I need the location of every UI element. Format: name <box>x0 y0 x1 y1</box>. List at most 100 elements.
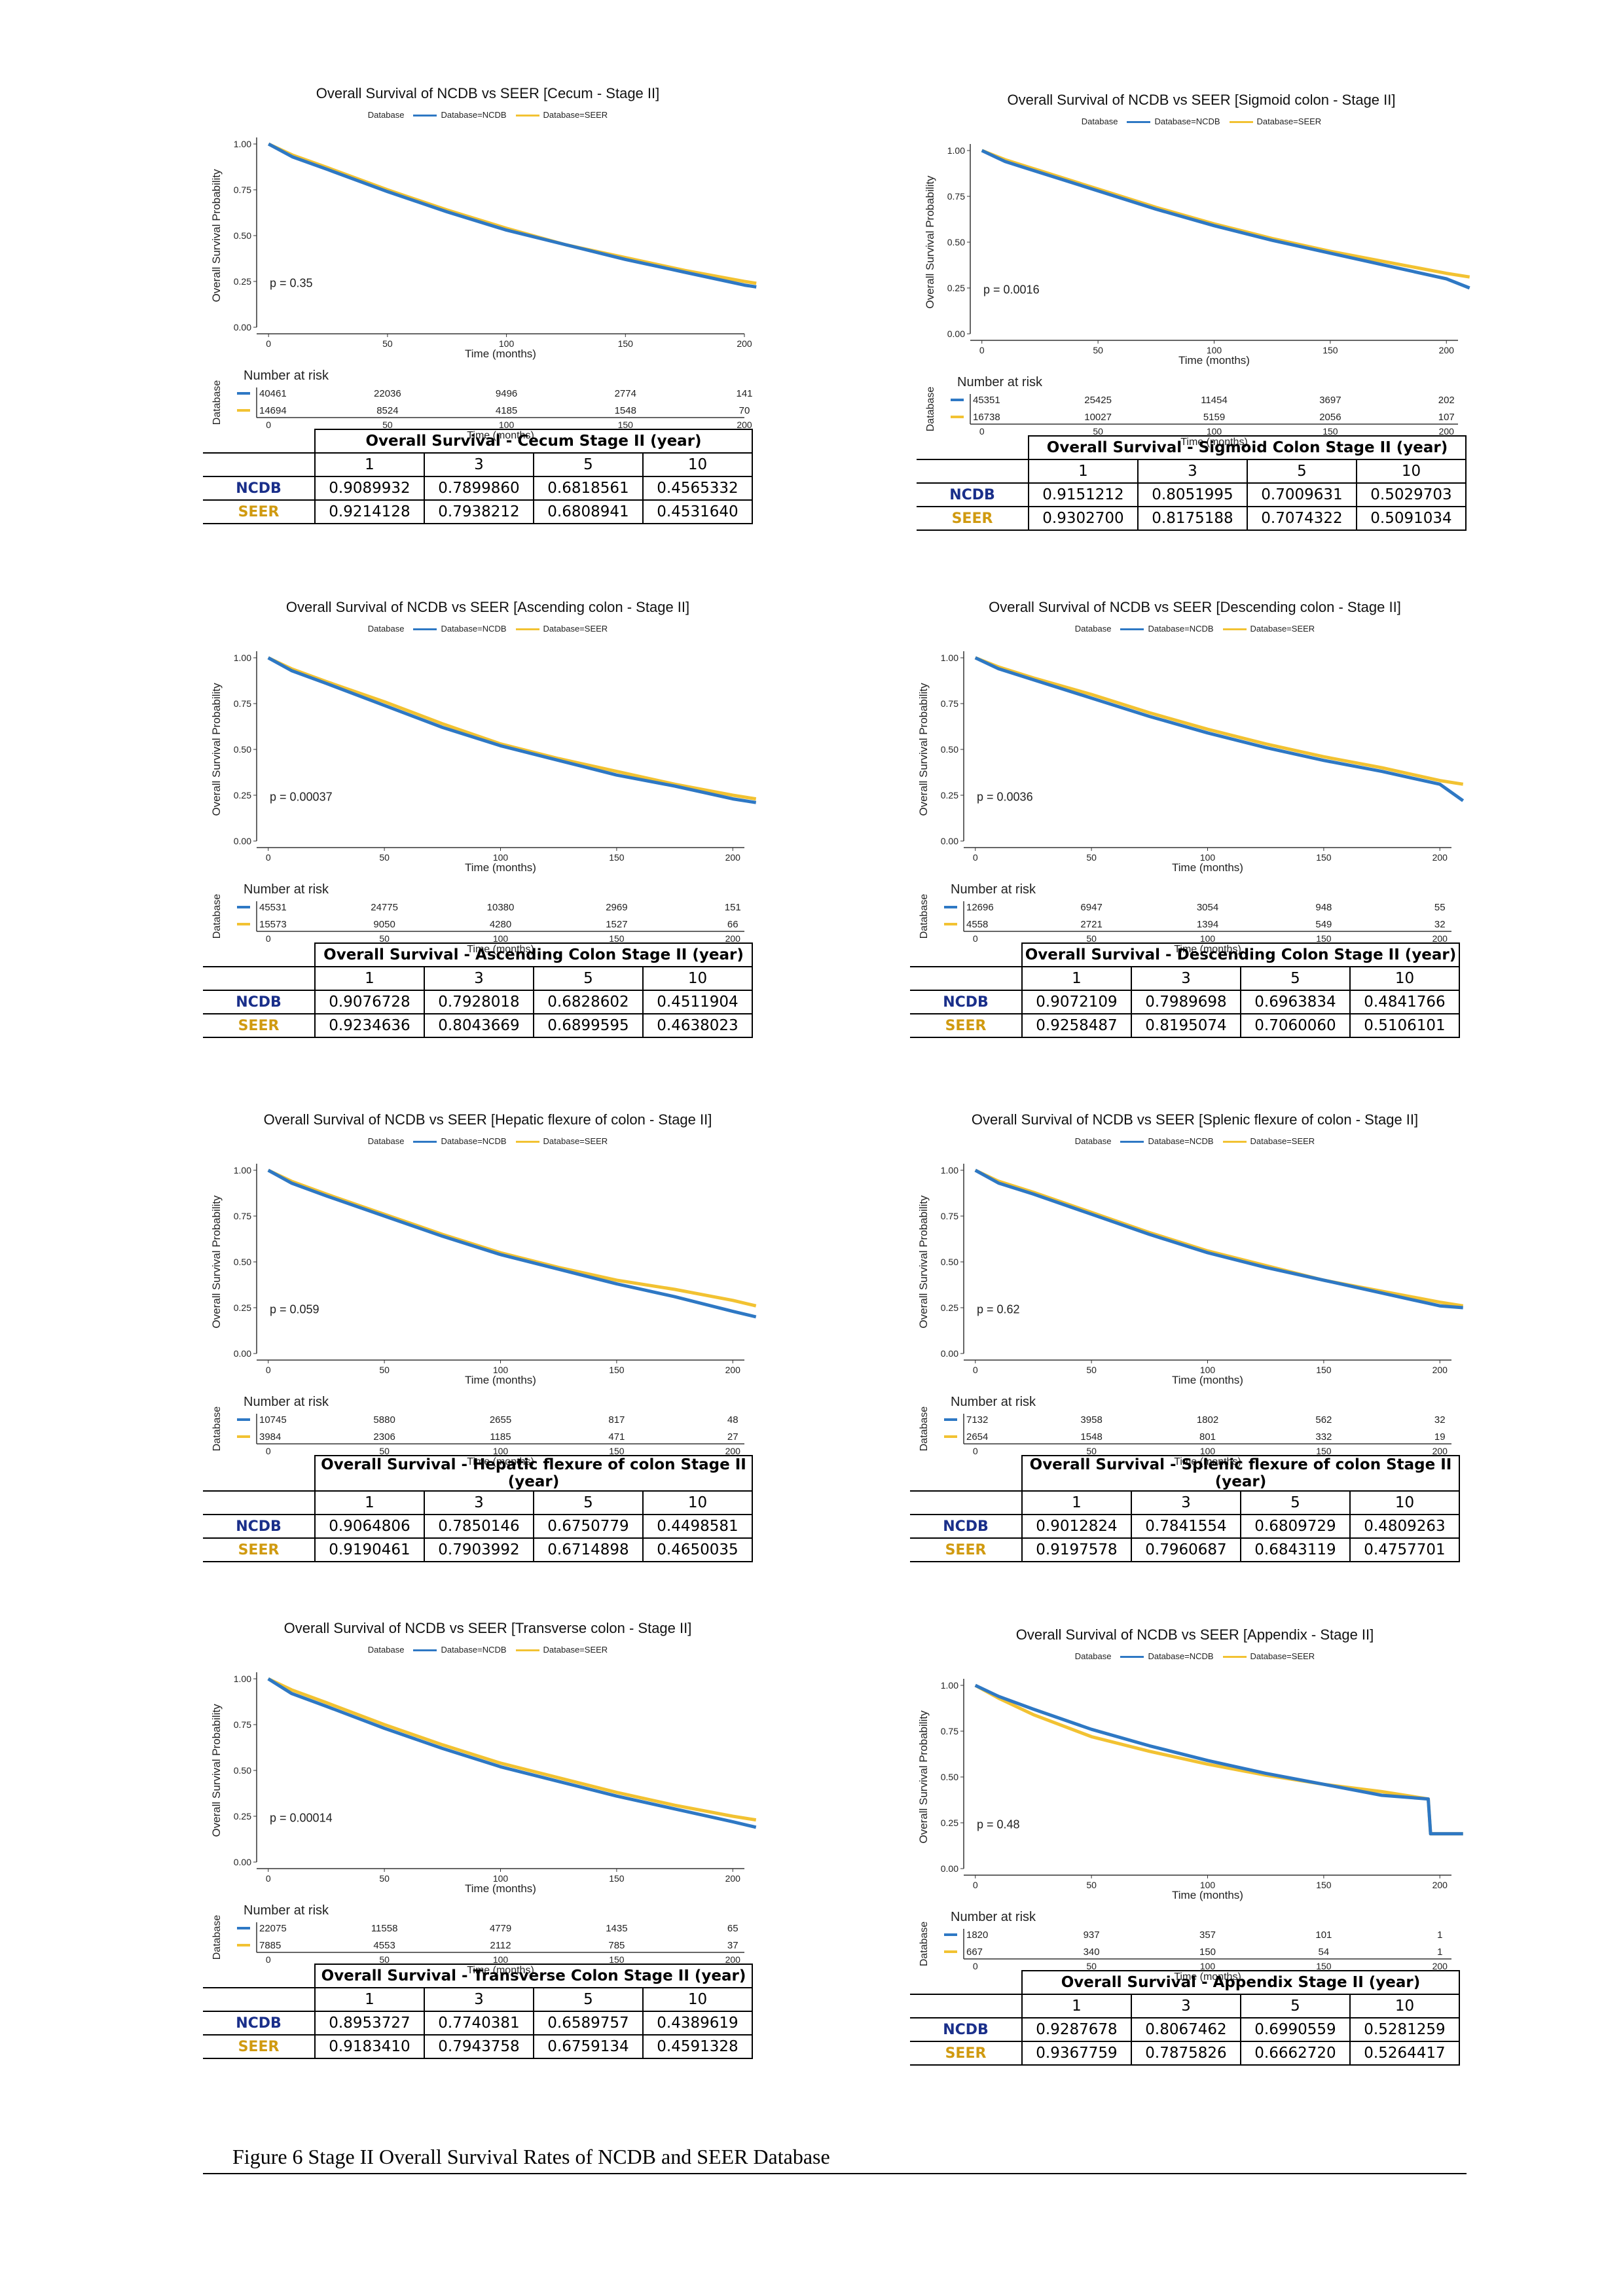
figure-caption: Figure 6 Stage II Overall Survival Rates… <box>232 2145 830 2168</box>
table-row-label: SEER <box>203 1013 316 1038</box>
risk-x-tick-label: 150 <box>618 420 634 430</box>
risk-x-tick-label: 50 <box>382 420 393 430</box>
y-tick-label: 1.00 <box>234 1674 251 1684</box>
x-tick-label: 100 <box>1207 345 1222 355</box>
risk-value: 1394 <box>1197 919 1218 930</box>
table-cell: 0.7841554 <box>1131 1514 1241 1539</box>
risk-value: 48 <box>727 1414 739 1426</box>
survival-table: Overall Survival - Splenic flexure of co… <box>910 1455 1460 1562</box>
table-cell: 0.9064806 <box>314 1514 425 1539</box>
table-year-header: 5 <box>1240 966 1351 991</box>
table-corner <box>203 1491 316 1515</box>
table-title: Overall Survival - Splenic flexure of co… <box>1021 1455 1460 1492</box>
risk-value: 4779 <box>490 1923 511 1934</box>
table-cell: 0.6818561 <box>533 476 644 501</box>
table-row-label: SEER <box>203 2034 316 2059</box>
table-cell: 0.7960687 <box>1131 1537 1241 1562</box>
x-tick-label: 50 <box>1086 1365 1097 1375</box>
y-tick-label: 0.75 <box>941 698 958 709</box>
y-tick-label: 0.50 <box>941 1257 958 1267</box>
risk-value: 16738 <box>973 412 1000 423</box>
y-tick-label: 0.00 <box>941 836 958 846</box>
legend-swatch-ncdb <box>413 1649 437 1652</box>
legend-swatch-ncdb <box>1120 1141 1144 1143</box>
y-tick-label: 1.00 <box>234 139 251 149</box>
risk-table-title: Number at risk <box>244 1395 329 1409</box>
risk-value: 5159 <box>1203 412 1225 423</box>
chart-title: Overall Survival of NCDB vs SEER [Descen… <box>989 599 1401 615</box>
table-cell: 0.6662720 <box>1240 2041 1351 2066</box>
p-value: p = 0.00014 <box>270 1811 333 1824</box>
risk-value: 11454 <box>1201 395 1228 406</box>
y-axis-label: Overall Survival Probability <box>210 683 223 816</box>
risk-x-tick-label: 200 <box>1439 426 1455 437</box>
risk-value: 107 <box>1438 412 1455 423</box>
y-tick-label: 0.75 <box>941 1726 958 1736</box>
table-year-header: 3 <box>1137 459 1248 484</box>
table-year-header: 1 <box>314 1490 425 1515</box>
legend-entry-ncdb: Database=NCDB <box>441 624 507 634</box>
table-cell: 0.7060060 <box>1240 1013 1351 1038</box>
y-axis-label: Overall Survival Probability <box>917 1710 930 1844</box>
risk-table-title: Number at risk <box>244 1903 329 1918</box>
y-tick-label: 0.25 <box>941 1818 958 1828</box>
table-cell: 0.7943758 <box>424 2034 534 2059</box>
risk-value: 4185 <box>496 405 517 416</box>
chart-title: Overall Survival of NCDB vs SEER [Sigmoi… <box>1007 92 1396 108</box>
risk-value: 66 <box>727 919 739 930</box>
legend-swatch-seer <box>515 115 539 117</box>
table-cell: 0.9012824 <box>1021 1514 1132 1539</box>
risk-x-tick-label: 150 <box>1316 933 1332 944</box>
table-cell: 0.7850146 <box>424 1514 534 1539</box>
table-year-header: 10 <box>642 1987 753 2012</box>
x-tick-label: 0 <box>266 1365 271 1375</box>
risk-table-title: Number at risk <box>244 882 329 897</box>
y-tick-label: 0.00 <box>941 1863 958 1874</box>
table-cell: 0.6589757 <box>533 2011 644 2036</box>
y-axis-label: Overall Survival Probability <box>210 169 223 302</box>
risk-x-tick-label: 200 <box>737 420 752 430</box>
survival-table: Overall Survival - Cecum Stage II (year)… <box>203 429 753 524</box>
x-axis-label: Time (months) <box>1172 861 1243 874</box>
series-line-ncdb <box>974 1168 1463 1310</box>
x-tick-label: 150 <box>1316 1365 1332 1375</box>
risk-x-tick-label: 150 <box>1322 426 1338 437</box>
x-tick-label: 50 <box>382 338 393 349</box>
table-cell: 0.9234636 <box>314 1013 425 1038</box>
risk-value: 1527 <box>606 919 627 930</box>
survival-table: Overall Survival - Descending Colon Stag… <box>910 942 1460 1038</box>
p-value: p = 0.48 <box>977 1818 1020 1831</box>
legend-title: Database <box>367 110 405 120</box>
risk-value: 4558 <box>966 919 988 930</box>
table-corner <box>203 429 316 454</box>
risk-value: 10380 <box>487 902 515 913</box>
x-tick-label: 50 <box>1086 852 1097 863</box>
risk-value: 937 <box>1084 1929 1100 1941</box>
legend-title: Database <box>1081 117 1118 126</box>
risk-value: 15573 <box>259 919 287 930</box>
risk-value: 7885 <box>259 1940 281 1951</box>
risk-value: 11558 <box>371 1923 398 1934</box>
x-tick-label: 50 <box>379 1873 390 1884</box>
table-cell: 0.9302700 <box>1028 506 1139 531</box>
legend-entry-ncdb: Database=NCDB <box>1148 624 1214 634</box>
p-value: p = 0.62 <box>977 1302 1020 1316</box>
risk-x-tick-label: 50 <box>1086 933 1097 944</box>
table-cell: 0.7875826 <box>1131 2041 1241 2066</box>
risk-value: 2969 <box>606 902 627 913</box>
x-tick-label: 200 <box>1432 1880 1448 1890</box>
chart-title: Overall Survival of NCDB vs SEER [Cecum … <box>316 85 660 101</box>
x-axis-label: Time (months) <box>465 861 536 874</box>
legend-swatch-ncdb <box>413 1141 437 1143</box>
legend-entry-seer: Database=SEER <box>543 110 608 120</box>
table-row-label: SEER <box>203 499 316 524</box>
chart-title: Overall Survival of NCDB vs SEER [Ascend… <box>285 599 690 615</box>
risk-value: 32 <box>1434 919 1446 930</box>
x-tick-label: 150 <box>618 338 634 349</box>
chart-title: Overall Survival of NCDB vs SEER [Spleni… <box>971 1111 1419 1128</box>
risk-y-label: Database <box>919 1407 930 1452</box>
table-year-header: 1 <box>1021 966 1132 991</box>
series-line-seer <box>268 142 757 285</box>
risk-y-label: Database <box>211 894 223 939</box>
risk-x-tick-label: 0 <box>973 933 978 944</box>
